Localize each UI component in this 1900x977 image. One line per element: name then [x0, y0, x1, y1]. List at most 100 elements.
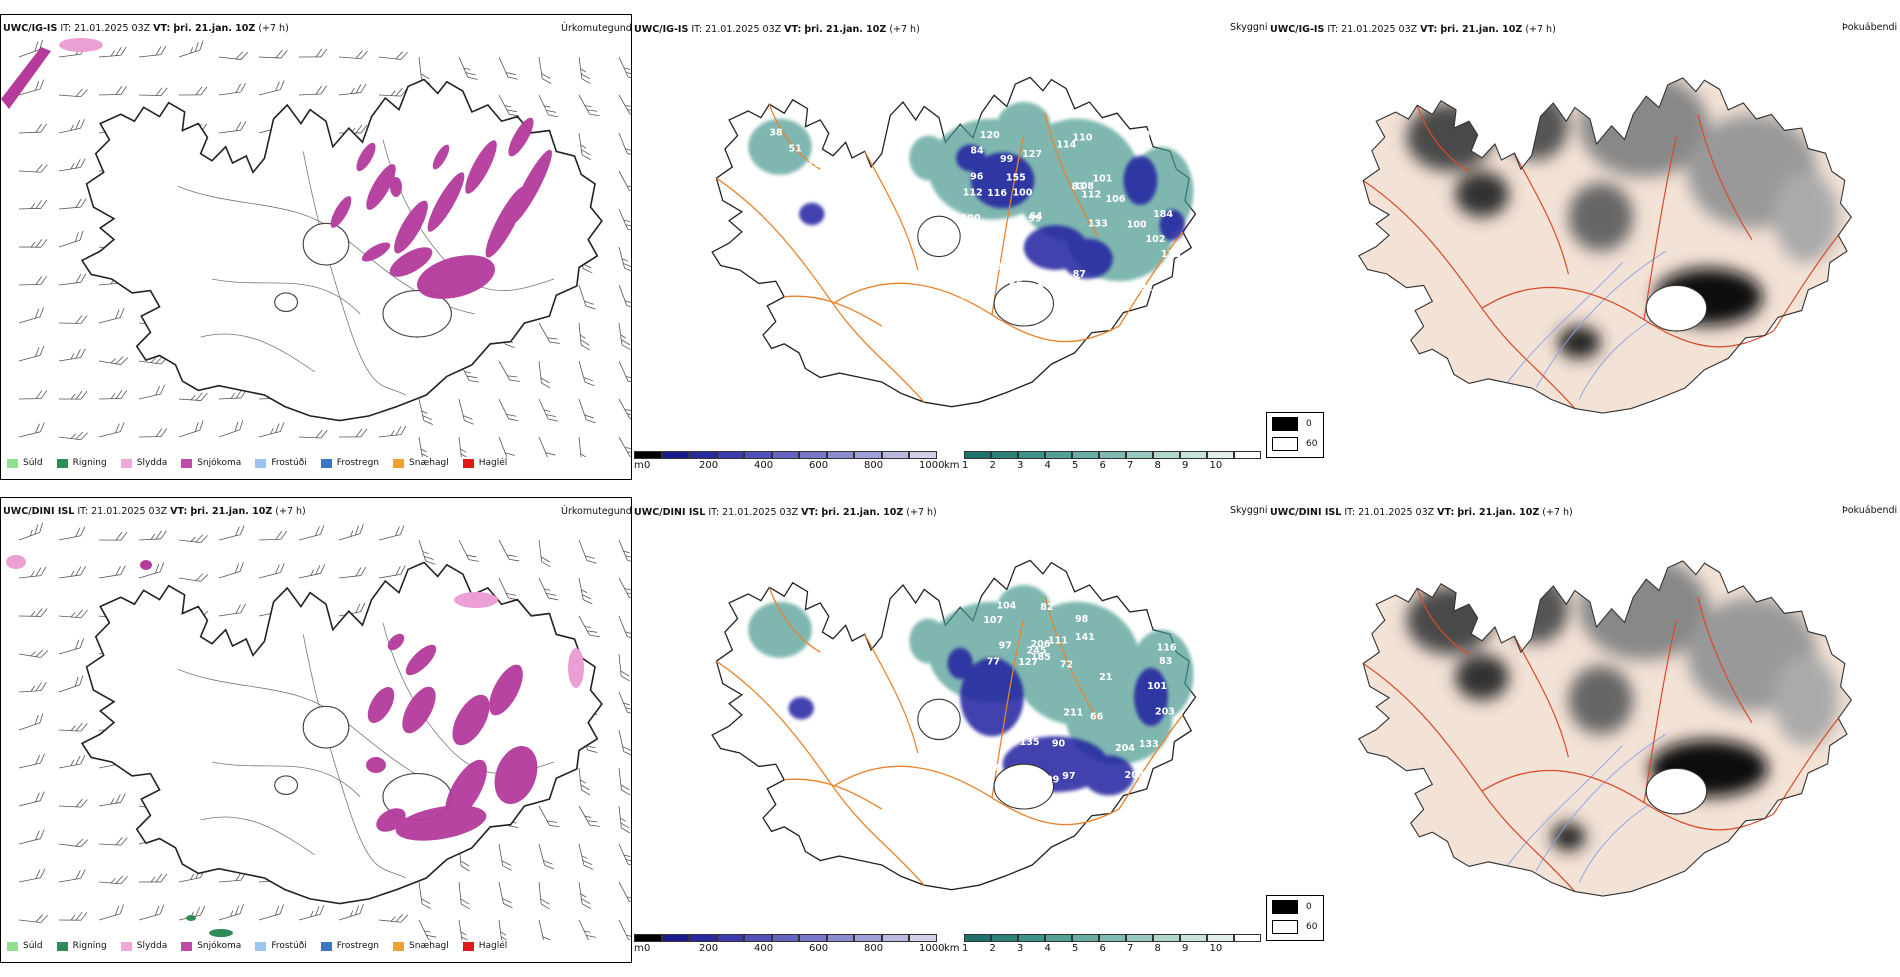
- visibility-label: 38: [769, 127, 782, 138]
- issue-time-label: IT:: [1344, 507, 1355, 518]
- visibility-tick: 4: [1045, 943, 1051, 954]
- issue-time-label: IT:: [77, 506, 88, 517]
- visibility-tick: 2: [990, 460, 996, 471]
- ceiling-label: 106: [1105, 194, 1125, 205]
- ceiling-label: 119: [979, 762, 999, 773]
- legend-label: Rigning: [73, 458, 107, 468]
- ceiling-label: 131: [960, 290, 980, 301]
- ceiling-tick: 800: [864, 460, 883, 471]
- fog-indicator-panel: UWC/DINI ISL IT: 21.01.2025 03Z VT: þri.…: [1270, 497, 1900, 977]
- colorbar-segment: [882, 934, 910, 942]
- colorbar-segment: [1045, 451, 1072, 459]
- sleet-areas: [1, 38, 103, 109]
- fog-scale-item: 0: [1272, 417, 1312, 431]
- ceiling-panel-title: Skyggni: [1230, 505, 1268, 516]
- issue-time: 21.01.2025 03Z: [1341, 24, 1417, 35]
- colorbar-segment: [854, 451, 882, 459]
- ceiling-label: 100: [961, 213, 981, 224]
- ceiling-label: 230: [977, 747, 997, 758]
- fog-scale-label: 60: [1306, 922, 1317, 932]
- ceiling-label: 86: [1010, 225, 1023, 236]
- fog-scale-swatch: [1272, 437, 1298, 451]
- visibility-tick: 1: [962, 460, 968, 471]
- ceiling-label: 125: [1037, 279, 1057, 290]
- precip-map: [1, 37, 631, 457]
- colorbar-segment: [991, 451, 1018, 459]
- fog-scale-item: 0: [1272, 900, 1312, 914]
- legend-item: Slydda: [121, 458, 167, 468]
- legend-item: Frostregn: [321, 458, 379, 468]
- colorbar-segment: [689, 934, 717, 942]
- panel-header: UWC/DINI ISL IT: 21.01.2025 03Z VT: þri.…: [634, 507, 937, 518]
- fog-scale-label: 0: [1306, 902, 1312, 912]
- ceiling-label: 112: [963, 187, 983, 198]
- panel-header: UWC/IG-IS IT: 21.01.2025 03Z VT: þri. 21…: [634, 24, 920, 35]
- legend-swatch: [121, 942, 132, 951]
- ceiling-label: 115: [1151, 618, 1171, 629]
- fog-indicator-panel: UWC/IG-IS IT: 21.01.2025 03Z VT: þri. 21…: [1270, 14, 1900, 494]
- colorbar-segment: [744, 934, 772, 942]
- legend-swatch: [393, 459, 404, 468]
- visibility-unit: km: [944, 460, 960, 471]
- precip-panel-title: Úrkomutegund: [561, 23, 632, 34]
- colorbar-segment: [1072, 934, 1099, 942]
- visibility-colorbar: [964, 934, 1261, 942]
- ceiling-tick: 600: [809, 943, 828, 954]
- ceiling-label: 155: [1006, 172, 1026, 183]
- ceiling-label: 99: [1046, 774, 1059, 785]
- ceiling-label: 100: [1127, 219, 1147, 230]
- visibility-tick: 6: [1100, 460, 1106, 471]
- visibility-tick: 10: [1210, 460, 1223, 471]
- colorbar-segment: [1207, 451, 1234, 459]
- fog-scale-box: 0 60: [1266, 895, 1324, 941]
- ceiling-label: 96: [970, 171, 983, 182]
- visibility-tick: 7: [1127, 943, 1133, 954]
- ceiling-label: 90: [1052, 738, 1065, 749]
- legend-swatch: [255, 942, 266, 951]
- issue-time: 21.01.2025 03Z: [1358, 507, 1434, 518]
- ceiling-label: 72: [1060, 660, 1073, 671]
- visibility-tick: 8: [1155, 943, 1161, 954]
- ceiling-label: 21: [1099, 672, 1112, 683]
- valid-time-label: VT:: [170, 506, 187, 517]
- ceiling-label: 184: [1153, 209, 1173, 220]
- legend-item: Snjókoma: [181, 458, 241, 468]
- ceiling-visibility-panel: UWC/DINI ISL IT: 21.01.2025 03Z VT: þri.…: [634, 497, 1274, 977]
- ceiling-label: 203: [1155, 706, 1175, 717]
- legend-swatch: [463, 459, 474, 468]
- model-name: UWC/DINI ISL: [634, 507, 705, 518]
- legend-item: Súld: [7, 458, 43, 468]
- valid-time: þri. 21.jan. 10Z: [173, 23, 255, 34]
- ceiling-label: 111: [1048, 635, 1068, 646]
- issue-time: 21.01.2025 03Z: [722, 507, 798, 518]
- visibility-tick: 5: [1072, 943, 1078, 954]
- ceiling-tick: 800: [864, 943, 883, 954]
- fog-map: [1270, 519, 1870, 939]
- legend-swatch: [7, 942, 18, 951]
- ceiling-label: 107: [983, 615, 1003, 626]
- colorbar-segment: [1099, 934, 1126, 942]
- legend-swatch: [321, 459, 332, 468]
- precip-type-panel: UWC/IG-IS IT: 21.01.2025 03Z VT: þri. 21…: [0, 14, 632, 480]
- visibility-tick: 9: [1182, 943, 1188, 954]
- colorbar-segment: [827, 451, 855, 459]
- ceiling-label: 83: [1159, 656, 1172, 667]
- ceiling-label: 88: [961, 734, 974, 745]
- ceiling-label: 245: [1027, 645, 1047, 656]
- legend-swatch: [321, 942, 332, 951]
- fog-panel-title: Þokuábendi: [1842, 505, 1897, 516]
- model-name: UWC/IG-IS: [1270, 24, 1324, 35]
- legend-label: Haglél: [479, 458, 508, 468]
- visibility-tick: 1: [962, 943, 968, 954]
- ceiling-tick: 1000: [919, 943, 944, 954]
- colorbar-segment: [909, 451, 937, 459]
- visibility-tick: 3: [1017, 460, 1023, 471]
- fog-scale-label: 0: [1306, 419, 1312, 429]
- legend-swatch: [7, 459, 18, 468]
- visibility-tick: 3: [1017, 943, 1023, 954]
- visibility-tick: 2: [990, 943, 996, 954]
- colorbar-segment: [1180, 451, 1207, 459]
- legend-swatch: [121, 459, 132, 468]
